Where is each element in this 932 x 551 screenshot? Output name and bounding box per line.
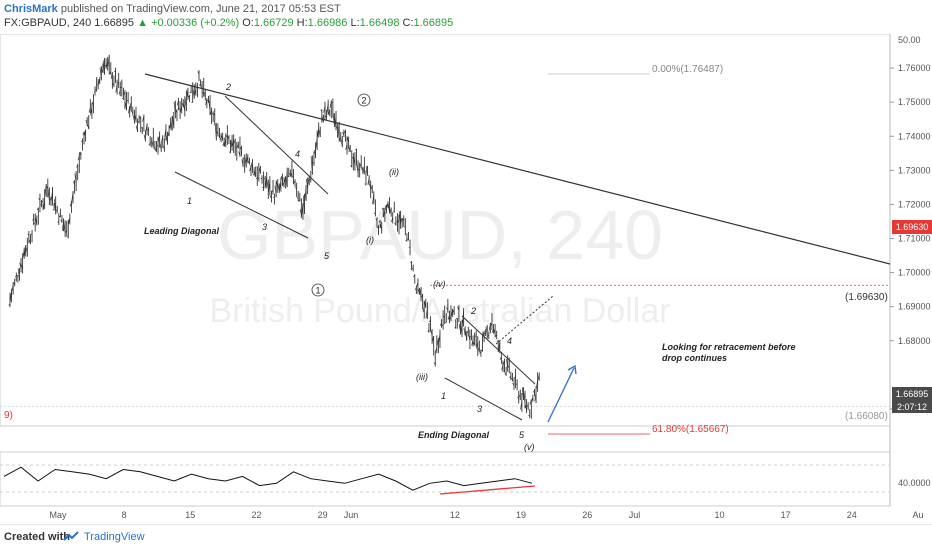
published-text: published on TradingView.com, June 21, 2… (61, 3, 341, 15)
level-166080-label: (1.66080) (845, 411, 888, 422)
osc-y-tick: 40.0000 (898, 478, 931, 488)
x-tick-label: 19 (516, 510, 526, 520)
ending-diagonal-label: Ending Diagonal (418, 430, 489, 440)
fib-618-label: 61.80%(1.65667) (652, 424, 729, 435)
price-chart[interactable]: GBPAUD, 240 British Pound/Australian Dol… (0, 34, 932, 524)
tradingview-brand-link[interactable]: TradingView (84, 531, 145, 543)
wave-label-4: 4 (295, 149, 300, 159)
watermark-symbol: GBPAUD, 240 (217, 196, 663, 274)
wave-label-1: 1 (187, 196, 192, 206)
open-value: 1.66729 (254, 17, 294, 29)
author-link[interactable]: ChrisMark (4, 3, 58, 15)
close-value: 1.66895 (414, 17, 454, 29)
y-tick-label: 1.75000 (898, 97, 931, 107)
low-value: 1.66498 (360, 17, 400, 29)
x-tick-label: 24 (847, 510, 857, 520)
wave-label-ed-2: 2 (470, 306, 476, 316)
footer: Created with TradingView (0, 524, 932, 551)
wave-label-ed-3: 3 (477, 404, 482, 414)
y-tick-label: 1.72000 (898, 199, 931, 209)
y-tick-label: 1.69000 (898, 302, 931, 312)
change-value: +0.00336 (+0.2%) (151, 17, 239, 29)
wave-label-iv: (iv) (433, 279, 446, 289)
last-price-tag-text: 1.66895 (896, 389, 929, 399)
up-arrow-icon: ▲ (137, 17, 148, 29)
tradingview-logo-icon (63, 531, 79, 542)
note-box: Looking for retracement before drop cont… (662, 342, 812, 372)
y-tick-label: 1.68000 (898, 336, 931, 346)
oscillator-pane (0, 452, 890, 506)
y-tick-label: 50.00 (898, 35, 921, 45)
candle-tick (393, 211, 394, 212)
fib-0-label: 0.00%(1.76487) (652, 64, 723, 75)
chart-area[interactable]: GBPAUD, 240 British Pound/Australian Dol… (0, 34, 932, 524)
watermark-name: British Pound/Australian Dollar (209, 292, 670, 330)
high-label: H: (297, 17, 308, 29)
wave-label-2: 2 (225, 82, 231, 92)
x-tick-label: 15 (185, 510, 195, 520)
x-tick-label: 26 (582, 510, 592, 520)
x-tick-label: Jun (344, 510, 359, 520)
circled-label-1: 1 (315, 286, 320, 296)
wave-label-i: (i) (366, 235, 374, 245)
x-axis: May 8 15 22 29 Jun 12 19 26 Jul 10 17 24 Au (49, 510, 923, 520)
wave-label-ii: (ii) (389, 167, 399, 177)
left-edge-label: 9) (4, 410, 13, 421)
close-label: C: (403, 17, 414, 29)
chart-header: ChrisMark published on TradingView.com, … (0, 0, 932, 34)
candle-tick (261, 178, 262, 179)
wave-label-v: (v) (524, 442, 535, 452)
created-with-text: Created with (4, 531, 70, 543)
candle-tick (253, 174, 254, 175)
y-tick-label: 1.71000 (898, 234, 931, 244)
x-tick-label: May (49, 510, 67, 520)
x-tick-label: 8 (122, 510, 127, 520)
symbol-line: FX:GBPAUD, 240 1.66895 ▲ +0.00336 (+0.2%… (4, 17, 453, 29)
y-tick-label: 1.70000 (898, 268, 931, 278)
low-label: L: (350, 17, 359, 29)
open-label: O: (242, 17, 254, 29)
x-tick-label: 29 (318, 510, 328, 520)
leading-diagonal-label: Leading Diagonal (144, 226, 220, 236)
wave-label-ed-5: 5 (519, 430, 525, 440)
x-tick-label: 22 (251, 510, 261, 520)
x-tick-label: Au (912, 510, 923, 520)
wave-label-iii: (iii) (416, 372, 428, 382)
x-tick-label: Jul (629, 510, 641, 520)
x-tick-label: 17 (781, 510, 791, 520)
wave-label-3: 3 (262, 222, 267, 232)
retracement-note: Looking for retracement before drop cont… (662, 342, 812, 364)
y-tick-label: 1.74000 (898, 131, 931, 141)
wave-label-ed-1: 1 (441, 391, 446, 401)
red-level-tag-text: 1.69630 (896, 222, 929, 232)
y-tick-label: 1.76000 (898, 63, 931, 73)
x-tick-label: 10 (714, 510, 724, 520)
countdown-tag-text: 2:07:12 (897, 402, 927, 412)
symbol-info: FX:GBPAUD, 240 1.66895 (4, 17, 134, 29)
level-169630-label: (1.69630) (845, 292, 888, 303)
circled-label-2: 2 (361, 96, 366, 106)
x-tick-label: 12 (450, 510, 460, 520)
high-value: 1.66986 (308, 17, 348, 29)
publish-line: ChrisMark published on TradingView.com, … (4, 3, 341, 15)
y-tick-label: 1.73000 (898, 165, 931, 175)
wave-label-ed-4: 4 (507, 336, 512, 346)
